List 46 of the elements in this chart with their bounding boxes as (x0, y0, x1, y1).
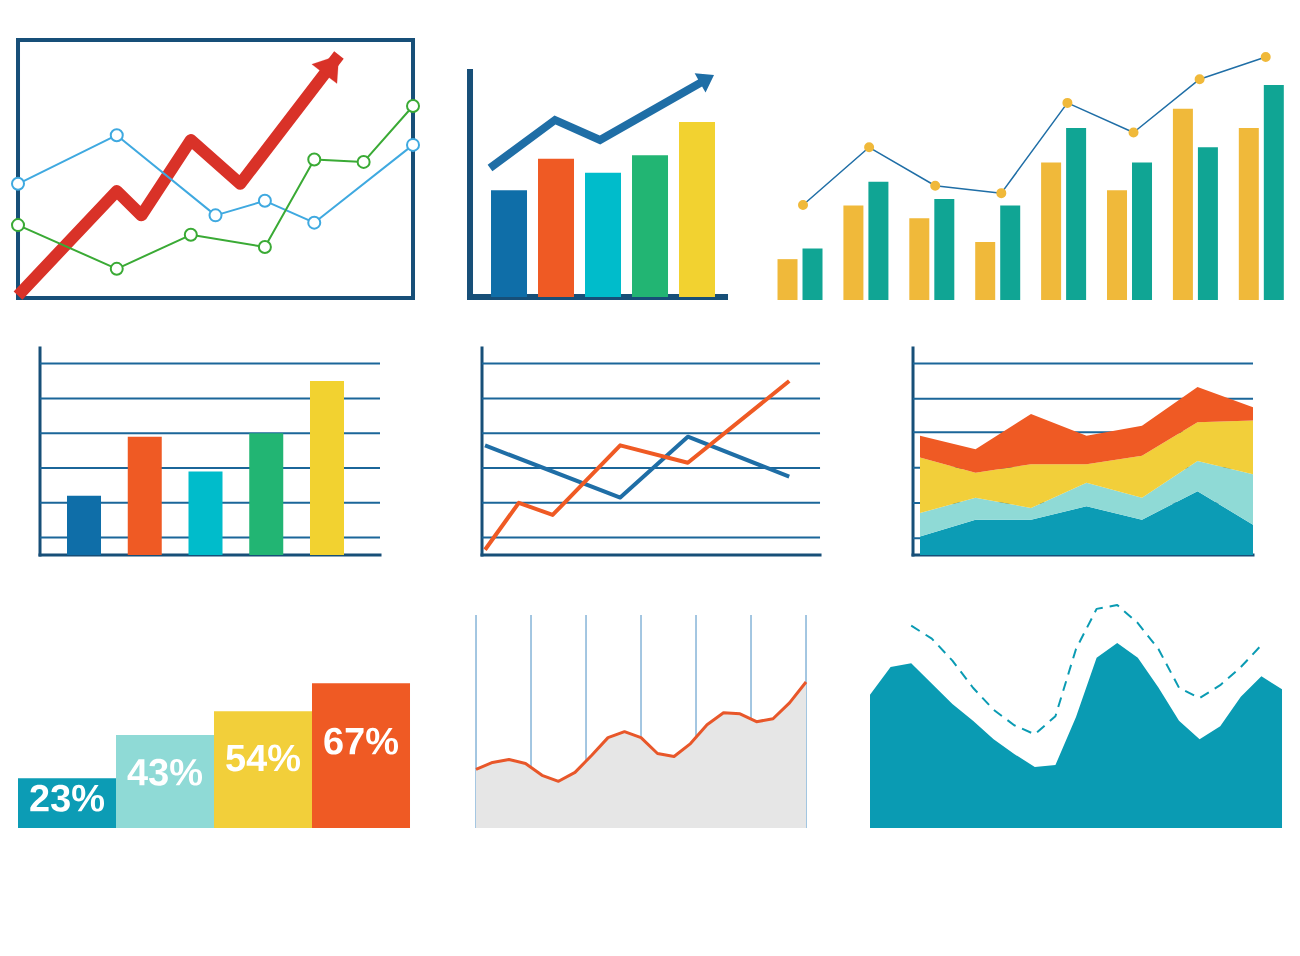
point (406, 99, 421, 114)
bar (868, 181, 889, 300)
bar (67, 495, 102, 555)
bar (1107, 190, 1128, 300)
bar (127, 436, 162, 555)
point (307, 215, 322, 230)
point (11, 218, 26, 233)
bar (1197, 147, 1218, 300)
point (257, 239, 272, 254)
data-label: 43% (127, 758, 203, 786)
bar (1172, 108, 1193, 300)
bar (585, 172, 622, 297)
bar (934, 198, 955, 300)
bar (909, 218, 930, 300)
bar (214, 711, 313, 828)
bar (491, 190, 528, 297)
bar (312, 683, 410, 828)
bar (249, 433, 284, 555)
point (208, 208, 223, 223)
bar (1066, 127, 1087, 300)
bar (632, 155, 669, 297)
point (307, 152, 322, 167)
bar (1132, 162, 1153, 300)
bar (310, 381, 344, 555)
bar (802, 248, 823, 300)
point (257, 193, 272, 208)
bar (538, 158, 575, 297)
bar (679, 121, 716, 297)
point (356, 154, 371, 169)
bar (843, 205, 864, 300)
data-label: 54% (226, 744, 301, 772)
bar (975, 241, 996, 300)
point (406, 137, 421, 152)
data-label: 23% (30, 784, 105, 812)
data-label: 67% (324, 727, 399, 755)
point (109, 128, 124, 143)
bar (1238, 127, 1259, 300)
bar (1041, 162, 1062, 300)
bar (1000, 205, 1021, 300)
point (183, 227, 198, 242)
bar (116, 735, 215, 828)
bar (777, 259, 798, 300)
point (11, 176, 26, 191)
bar (1263, 85, 1284, 300)
point (109, 261, 124, 276)
bar (188, 471, 223, 555)
